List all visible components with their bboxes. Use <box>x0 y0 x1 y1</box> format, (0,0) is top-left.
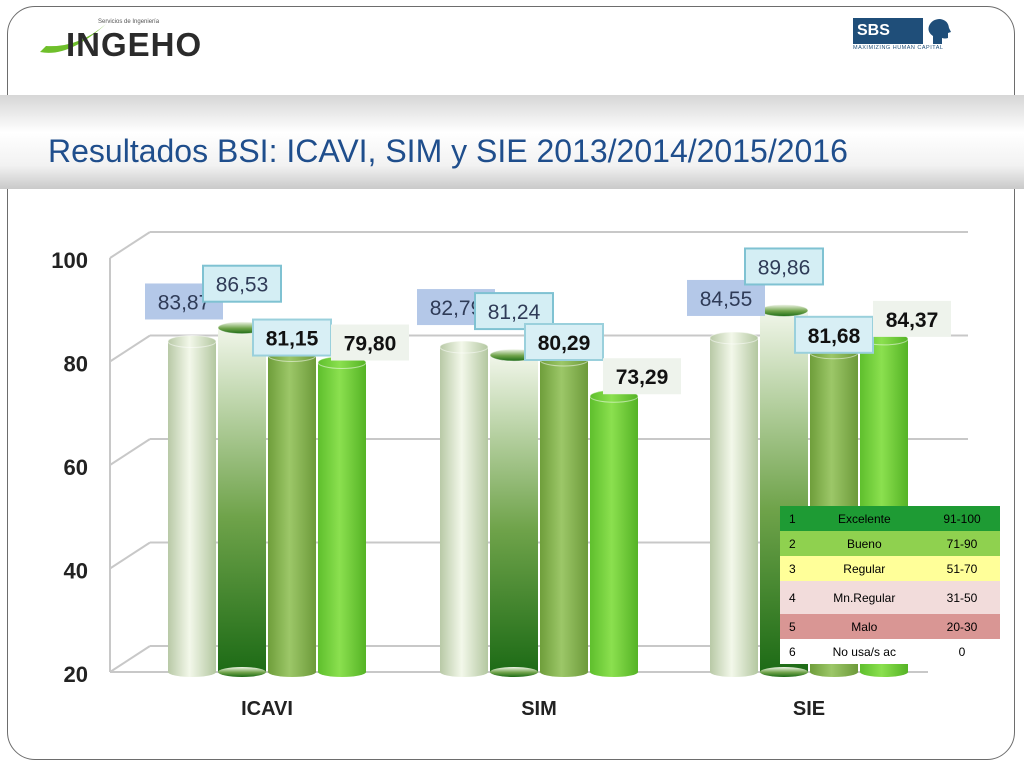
bar-sie-2 <box>759 303 809 677</box>
legend-cell-label: No usa/s ac <box>832 644 896 659</box>
svg-text:82,79: 82,79 <box>430 297 483 320</box>
bar-sim-4 <box>589 389 639 677</box>
legend-cell-num: 6 <box>788 644 796 659</box>
legend-cell-range: 0 <box>958 644 966 659</box>
svg-text:73,29: 73,29 <box>616 366 669 389</box>
legend-row: 2 Bueno 71-90 <box>780 531 1000 556</box>
grid-line-80 <box>109 334 151 363</box>
svg-text:81,68: 81,68 <box>808 325 861 348</box>
bar-sim-2 <box>489 348 539 677</box>
bar-icavi-1 <box>167 334 217 677</box>
y-tick-label: 20 <box>64 662 88 687</box>
grid-line-40 <box>109 541 151 570</box>
legend-cell-label: Mn.Regular <box>833 590 896 605</box>
svg-text:83,87: 83,87 <box>158 291 211 314</box>
ingeho-logo: Servicios de Ingeniería INGEHO <box>38 14 201 63</box>
bar-sie-1 <box>709 331 759 677</box>
x-tick-label: SIM <box>521 698 557 720</box>
svg-text:80,29: 80,29 <box>538 332 591 355</box>
sbs-brand: SBS <box>853 18 923 44</box>
svg-text:81,24: 81,24 <box>488 301 541 324</box>
legend-cell-label: Regular <box>843 561 886 576</box>
bar-icavi-2 <box>217 321 267 677</box>
ingeho-brand: INGEHO <box>66 26 203 63</box>
legend-row: 5 Malo 20-30 <box>780 614 1000 639</box>
data-label: 79,80 <box>331 324 409 361</box>
svg-text:84,37: 84,37 <box>886 309 939 332</box>
legend-row: 6 No usa/s ac 0 <box>780 639 1000 664</box>
y-tick-label: 40 <box>64 559 88 584</box>
grid-line-20 <box>109 645 151 673</box>
bar-icavi-3 <box>267 349 317 677</box>
data-label: 81,15 <box>252 318 332 357</box>
legend-table: 1 Excelente 91-100 2 Bueno 71-90 3 Regular 51-70… <box>780 506 1000 664</box>
legend-row: 3 Regular 51-70 <box>780 556 1000 581</box>
legend-cell-num: 5 <box>788 619 796 634</box>
legend-cell-num: 2 <box>788 536 796 551</box>
swoosh-icon <box>40 24 106 53</box>
legend-cell-range: 71-90 <box>946 536 978 551</box>
data-label: 84,55 <box>687 279 765 316</box>
legend-cell-range: 91-100 <box>943 511 981 526</box>
svg-text:79,80: 79,80 <box>344 333 397 356</box>
bar-icavi-4 <box>317 356 367 677</box>
x-tick-label: ICAVI <box>241 698 293 720</box>
sbs-tagline: MAXIMIZING HUMAN CAPITAL <box>853 45 944 51</box>
data-label: 73,29 <box>603 358 681 395</box>
legend-cell-num: 1 <box>788 511 796 526</box>
legend-cell-label: Excelente <box>837 511 891 526</box>
legend-cell-range: 51-70 <box>946 561 978 576</box>
legend-cell-num: 3 <box>788 561 796 576</box>
x-tick-label: SIE <box>793 698 825 720</box>
bar-sim-1 <box>439 340 489 677</box>
legend-cell-num: 4 <box>788 590 796 605</box>
slide-frame <box>7 6 1015 760</box>
legend-row: 1 Excelente 91-100 <box>780 506 1000 531</box>
legend-row: 4 Mn.Regular 31-50 <box>780 581 1000 614</box>
svg-text:81,15: 81,15 <box>266 328 319 351</box>
head-profile-icon <box>928 19 951 44</box>
y-tick-label: 60 <box>64 455 88 480</box>
svg-text:86,53: 86,53 <box>216 274 269 297</box>
svg-text:84,55: 84,55 <box>700 288 753 311</box>
title-band <box>0 95 1024 189</box>
y-tick-label: 80 <box>64 352 88 377</box>
data-label: 80,29 <box>524 322 604 361</box>
grid-line-100 <box>109 231 151 259</box>
y-axis: 20 40 60 80 100 <box>51 248 88 687</box>
legend-cell-range: 20-30 <box>946 619 978 634</box>
legend-cell-range: 31-50 <box>946 590 978 605</box>
bar-sim-3 <box>539 353 589 677</box>
bar-sie-3 <box>809 346 859 677</box>
page-title: Resultados BSI: ICAVI, SIM y SIE 2013/20… <box>48 133 848 169</box>
legend-cell-label: Malo <box>851 619 878 634</box>
data-label: 81,68 <box>794 315 874 354</box>
y-tick-label: 100 <box>51 248 88 273</box>
data-label: 89,86 <box>744 247 824 286</box>
legend-cell-label: Bueno <box>846 536 882 551</box>
data-label: 86,53 <box>202 264 282 303</box>
bars <box>167 303 909 677</box>
ingeho-tagline: Servicios de Ingeniería <box>98 19 160 25</box>
svg-text:89,86: 89,86 <box>758 256 811 279</box>
grid-line-60 <box>109 438 151 466</box>
data-label: 84,37 <box>873 300 951 337</box>
sbs-logo: SBS MAXIMIZING HUMAN CAPITAL <box>853 18 963 54</box>
x-axis: ICAVI SIM SIE <box>241 698 825 720</box>
